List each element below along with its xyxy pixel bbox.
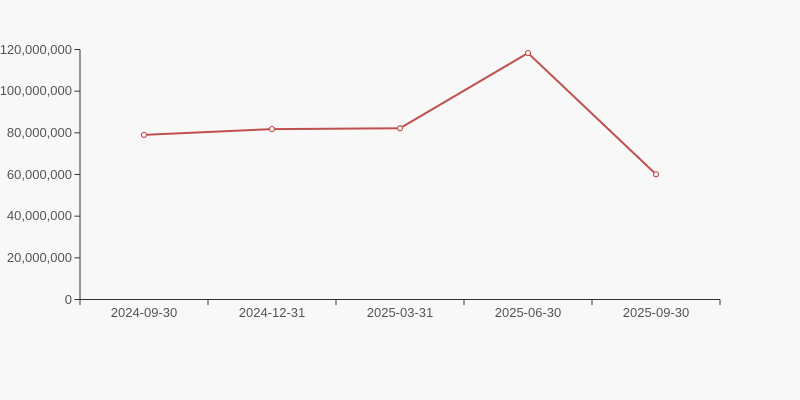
- data-point-marker[interactable]: [524, 49, 532, 57]
- x-axis-label: 2024-12-31: [238, 305, 306, 320]
- y-axis-label: 20,000,000: [6, 249, 72, 265]
- x-axis-label: 2025-06-30: [494, 305, 562, 320]
- data-point-marker[interactable]: [268, 125, 276, 133]
- data-point-marker[interactable]: [652, 171, 660, 178]
- y-axis-label: 120,000,000: [0, 41, 72, 57]
- line-series: [143, 52, 657, 176]
- x-axis-label: 2025-09-30: [622, 305, 690, 320]
- y-axis-label: 0: [64, 291, 72, 307]
- y-axis-label: 100,000,000: [0, 83, 72, 99]
- y-axis-label: 80,000,000: [6, 124, 72, 140]
- y-axis-label: 40,000,000: [6, 208, 72, 224]
- data-point-marker[interactable]: [140, 131, 148, 139]
- data-point-marker[interactable]: [396, 125, 404, 132]
- y-axis-label: 60,000,000: [6, 166, 72, 182]
- x-axis-label: 2024-09-30: [110, 305, 178, 320]
- x-axis-label: 2025-03-31: [366, 305, 434, 320]
